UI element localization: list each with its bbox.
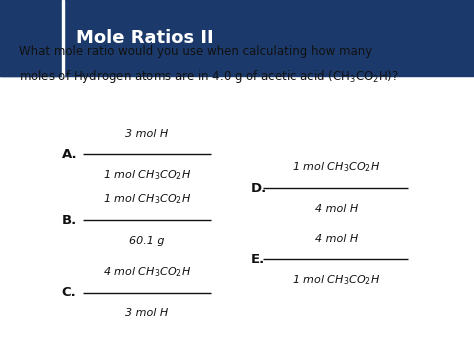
Text: What mole ratio would you use when calculating how many: What mole ratio would you use when calcu…: [19, 45, 372, 58]
Bar: [0, 0, 474, 76]
Text: Mole Ratios II: Mole Ratios II: [76, 29, 213, 47]
Text: 4 mol H: 4 mol H: [315, 204, 358, 214]
Text: E.: E.: [251, 253, 265, 266]
Text: 3 mol H: 3 mol H: [125, 129, 169, 139]
Bar: [0, 76, 474, 355]
Text: D.: D.: [251, 182, 267, 195]
Bar: [0, 0, 62, 76]
Text: B.: B.: [62, 214, 77, 226]
Text: 60.1 g: 60.1 g: [129, 236, 164, 246]
Text: 1 mol $CH_3CO_2H$: 1 mol $CH_3CO_2H$: [103, 193, 191, 206]
Text: C.: C.: [62, 286, 76, 299]
Text: 3 mol H: 3 mol H: [125, 308, 169, 318]
Text: 1 mol $CH_3CO_2H$: 1 mol $CH_3CO_2H$: [103, 168, 191, 182]
Text: 4 mol $CH_3CO_2H$: 4 mol $CH_3CO_2H$: [103, 266, 191, 279]
Text: A.: A.: [62, 148, 77, 161]
Text: 1 mol $CH_3CO_2H$: 1 mol $CH_3CO_2H$: [292, 161, 381, 174]
Bar: [62, 0, 64, 76]
Text: 4 mol H: 4 mol H: [315, 234, 358, 244]
Text: 1 mol $CH_3CO_2H$: 1 mol $CH_3CO_2H$: [292, 273, 381, 286]
Text: moles of Hydrogen atoms are in 4.0 g of acetic acid (CH$_3$CO$_2$H)?: moles of Hydrogen atoms are in 4.0 g of …: [19, 68, 399, 85]
